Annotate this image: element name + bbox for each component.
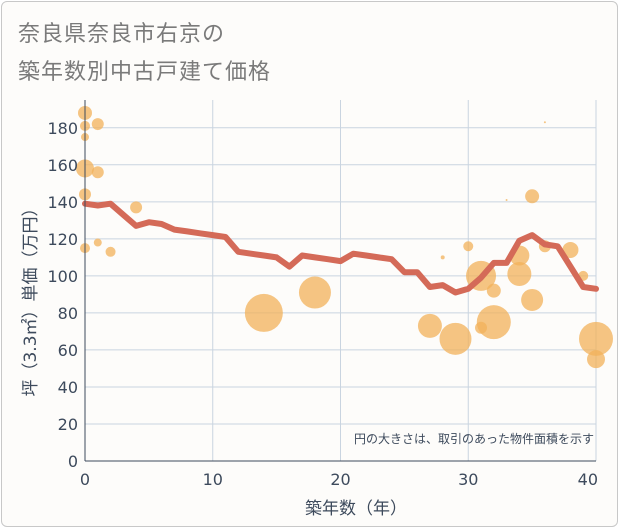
x-tick-label-20: 20 [330, 470, 350, 489]
y-axis-label: 坪（3.3㎡）単価（万円） [21, 199, 41, 396]
bubble-16 [463, 241, 474, 252]
bubble-3 [91, 118, 104, 131]
bubble-27 [543, 121, 546, 124]
bubble-12 [298, 276, 331, 309]
bubble-24 [525, 189, 540, 204]
bubble-23 [507, 262, 532, 287]
y-tick-label-40: 40 [58, 378, 78, 397]
x-tick-label-0: 0 [80, 470, 90, 489]
bubble-13 [417, 313, 442, 338]
bubble-30 [579, 321, 613, 356]
y-tick-label-20: 20 [58, 415, 78, 434]
chart-title-line1: 奈良県奈良市右京の [18, 22, 226, 47]
axes: 0 20 40 60 80 100 120 140 160 180 0 10 20 30 40 [47, 100, 598, 489]
y-tick-label-80: 80 [58, 304, 78, 323]
bubble-20 [476, 305, 511, 340]
bubble-28 [562, 241, 579, 258]
y-tick-label-60: 60 [58, 341, 78, 360]
bubble-11 [244, 293, 283, 332]
x-tick-label-40: 40 [578, 470, 598, 489]
y-tick-label-140: 140 [47, 193, 78, 212]
bubble-size-note: 円の大きさは、取引のあった物件面積を示す [354, 431, 594, 446]
x-axis-label: 築年数（年） [305, 499, 407, 519]
y-tick-label-100: 100 [47, 267, 78, 286]
bubble-25 [521, 288, 544, 311]
y-tick-label-120: 120 [47, 230, 78, 249]
chart-title-line2: 築年数別中古戸建て価格 [18, 60, 272, 85]
trend-line [82, 200, 599, 296]
bubble-7 [93, 238, 102, 247]
bubble-9 [105, 246, 116, 257]
bubble-21 [505, 198, 508, 201]
bubble-5 [91, 166, 104, 179]
bubble-14 [440, 255, 445, 260]
y-tick-label-0: 0 [68, 452, 78, 471]
bubble-15 [439, 322, 472, 355]
bubble-10 [130, 201, 143, 214]
x-tick-label-10: 10 [203, 470, 223, 489]
x-tick-label-30: 30 [458, 470, 478, 489]
y-tick-label-160: 160 [47, 156, 78, 175]
y-tick-label-180: 180 [47, 119, 78, 138]
bubble-31 [587, 350, 605, 369]
bubble-19 [486, 283, 501, 298]
